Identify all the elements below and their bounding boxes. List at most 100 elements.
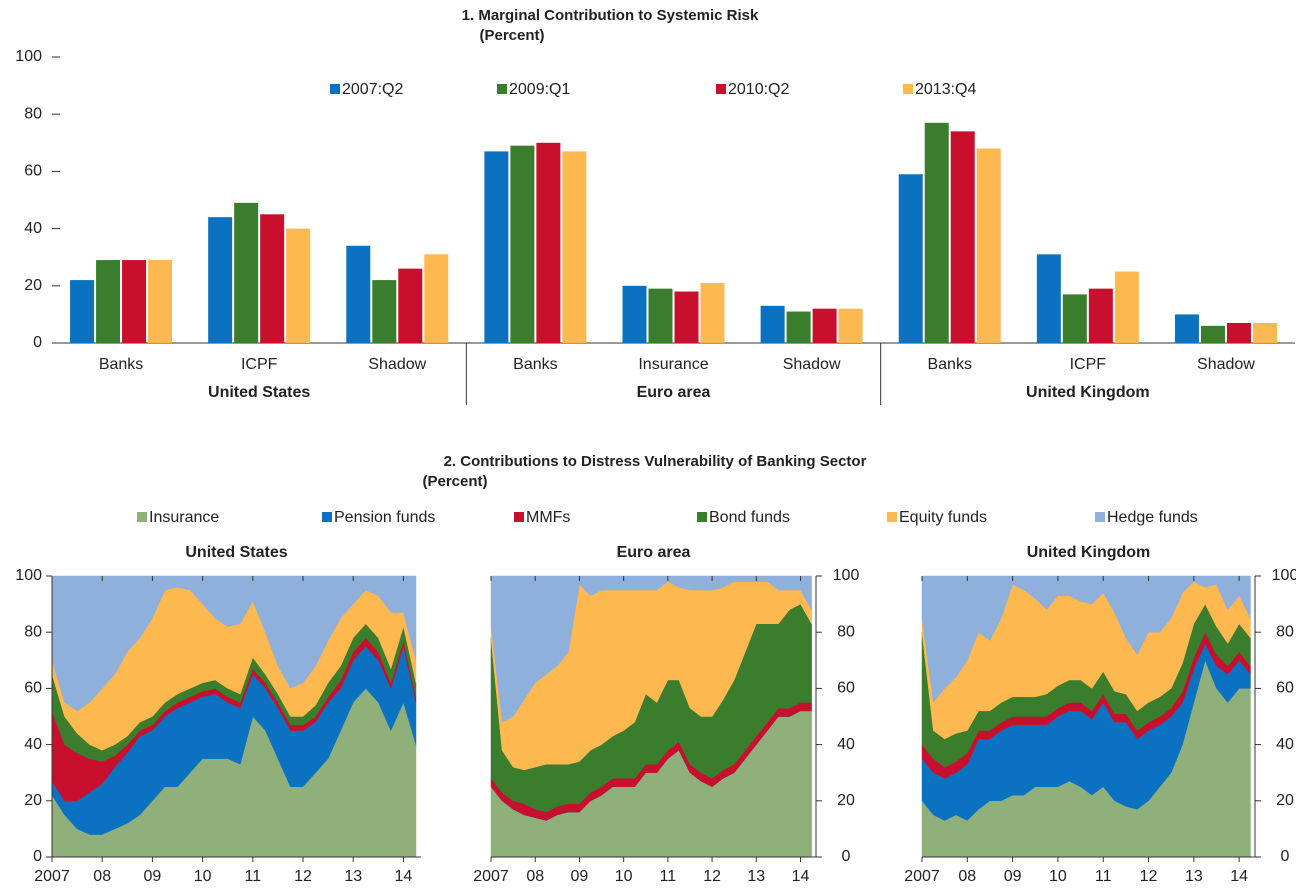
x-tick-label: Shadow xyxy=(783,356,841,373)
bar xyxy=(976,148,1001,343)
x-tick-label: 2007 xyxy=(904,868,940,885)
y-tick-label: 60 xyxy=(837,680,855,697)
legend-swatch xyxy=(697,512,707,522)
chart-title: 1. Marginal Contribution to Systemic Ris… xyxy=(462,7,759,24)
x-tick-label: 11 xyxy=(660,868,677,885)
group-label: United Kingdom xyxy=(1026,384,1150,401)
x-tick-label: 12 xyxy=(294,868,312,885)
group-label: United States xyxy=(208,384,310,401)
bar xyxy=(96,260,121,343)
y-tick-label: 0 xyxy=(33,848,42,865)
y-tick-label: 40 xyxy=(24,220,42,237)
x-tick-label: 10 xyxy=(615,868,633,885)
bar xyxy=(286,228,311,343)
x-tick-label: 2007 xyxy=(473,868,509,885)
area xyxy=(51,575,417,712)
legend-swatch xyxy=(497,84,507,94)
legend-label: 2007:Q2 xyxy=(342,81,403,98)
y-tick-label: 80 xyxy=(1276,623,1294,640)
area xyxy=(921,575,1251,704)
legend-label: Hedge funds xyxy=(1107,509,1198,526)
y-tick-label: 100 xyxy=(833,567,860,584)
bar xyxy=(1174,314,1199,343)
legend-swatch xyxy=(322,512,332,522)
legend-swatch xyxy=(137,512,147,522)
x-tick-label: Shadow xyxy=(368,356,426,373)
bar xyxy=(1062,294,1087,343)
x-tick-label: 14 xyxy=(792,868,810,885)
bar xyxy=(260,214,285,343)
y-tick-label: 0 xyxy=(1281,848,1290,865)
y-tick-label: 100 xyxy=(15,48,42,65)
bar xyxy=(924,122,949,343)
bar xyxy=(510,145,535,343)
x-tick-label: 08 xyxy=(958,868,976,885)
y-tick-label: 20 xyxy=(24,277,42,294)
x-tick-label: Shadow xyxy=(1197,356,1255,373)
bar xyxy=(562,151,587,343)
x-tick-label: 08 xyxy=(526,868,544,885)
x-tick-label: Banks xyxy=(513,356,557,373)
x-tick-label: 08 xyxy=(93,868,111,885)
bar xyxy=(1226,322,1251,343)
bar xyxy=(786,311,811,343)
x-tick-label: 12 xyxy=(1140,868,1158,885)
y-tick-label: 60 xyxy=(24,163,42,180)
bar xyxy=(536,142,561,343)
x-tick-label: 11 xyxy=(245,868,262,885)
panel-title: Euro area xyxy=(617,544,691,561)
bar xyxy=(950,131,975,343)
y-tick-label: 60 xyxy=(1276,680,1294,697)
x-tick-label: 09 xyxy=(1004,868,1022,885)
y-tick-label: 0 xyxy=(842,848,851,865)
legend-swatch xyxy=(514,512,524,522)
y-tick-label: 20 xyxy=(837,792,855,809)
bar xyxy=(838,308,863,343)
x-tick-label: 13 xyxy=(747,868,765,885)
bar xyxy=(622,285,647,343)
bar xyxy=(424,254,449,343)
bar xyxy=(1036,254,1061,343)
legend-label: 2013:Q4 xyxy=(915,81,976,98)
legend-swatch xyxy=(1095,512,1105,522)
bar xyxy=(208,217,233,343)
chart-subtitle: (Percent) xyxy=(422,473,487,490)
legend-swatch xyxy=(887,512,897,522)
x-tick-label: ICPF xyxy=(1070,356,1107,373)
area xyxy=(490,575,812,723)
legend-label: Insurance xyxy=(149,509,219,526)
legend-swatch xyxy=(903,84,913,94)
group-label: Euro area xyxy=(637,384,711,401)
y-tick-label: 40 xyxy=(24,736,42,753)
bar xyxy=(372,280,397,343)
legend-label: Equity funds xyxy=(899,509,987,526)
bar xyxy=(148,260,173,343)
bar xyxy=(812,308,837,343)
x-tick-label: Banks xyxy=(99,356,143,373)
x-tick-label: Banks xyxy=(927,356,971,373)
bar xyxy=(700,282,725,343)
bar xyxy=(484,151,509,343)
legend-label: Bond funds xyxy=(709,509,790,526)
x-tick-label: 11 xyxy=(1095,868,1112,885)
y-tick-label: 40 xyxy=(837,736,855,753)
chart-subtitle: (Percent) xyxy=(479,27,544,44)
bar xyxy=(122,260,147,343)
bar xyxy=(346,245,371,343)
y-tick-label: 100 xyxy=(15,567,42,584)
y-tick-label: 60 xyxy=(24,680,42,697)
panel-title: United Kingdom xyxy=(1027,544,1151,561)
x-tick-label: 10 xyxy=(194,868,212,885)
bar xyxy=(398,268,423,343)
legend-label: 2009:Q1 xyxy=(509,81,570,98)
bar xyxy=(70,280,95,343)
panel-title: United States xyxy=(185,544,287,561)
bar xyxy=(234,202,259,343)
y-tick-label: 20 xyxy=(1276,792,1294,809)
y-tick-label: 80 xyxy=(24,623,42,640)
bar xyxy=(648,288,673,343)
y-tick-label: 80 xyxy=(837,623,855,640)
x-tick-label: 12 xyxy=(703,868,721,885)
bar xyxy=(1252,322,1277,343)
